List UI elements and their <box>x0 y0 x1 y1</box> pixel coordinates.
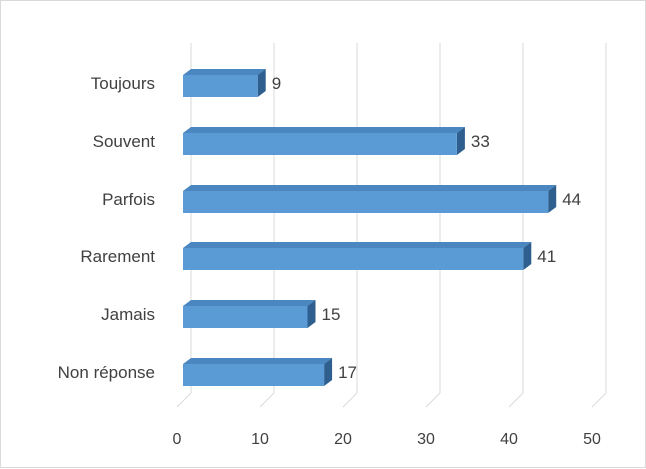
bar-side-4 <box>523 242 532 270</box>
x-tick-label: 30 <box>417 431 435 448</box>
category-label: Souvent <box>93 132 156 151</box>
gridlines <box>176 43 607 408</box>
floor-line-30 <box>425 392 441 408</box>
category-label: Toujours <box>91 74 155 93</box>
bar-4 <box>183 248 524 270</box>
labels: 0 10 20 30 40 50 Toujours 9 Souvent 33 Parfois 44 Ra… <box>58 74 601 448</box>
category-label: Parfois <box>102 190 155 209</box>
bar-side-1 <box>257 69 266 97</box>
category-label: Non réponse <box>58 363 155 382</box>
bar-top-5 <box>183 300 316 306</box>
floor-line-40 <box>508 392 524 408</box>
category-label: Jamais <box>101 305 155 324</box>
bar-5 <box>183 306 308 328</box>
data-label: 41 <box>537 247 556 266</box>
bar-side-5 <box>307 300 316 328</box>
x-tick-label: 0 <box>173 431 182 448</box>
bar-side-2 <box>456 127 465 155</box>
bar-top-4 <box>183 242 532 248</box>
data-label: 33 <box>471 132 490 151</box>
floor-line-20 <box>342 392 358 408</box>
data-label: 9 <box>272 74 281 93</box>
bar-top-1 <box>183 69 266 75</box>
x-tick-label: 20 <box>334 431 352 448</box>
data-label: 15 <box>322 305 341 324</box>
bar-side-3 <box>548 185 557 213</box>
data-label: 17 <box>338 363 357 382</box>
x-tick-label: 50 <box>583 431 601 448</box>
floor-line-50 <box>591 392 607 408</box>
data-label: 44 <box>562 190 581 209</box>
x-tick-label: 40 <box>500 431 518 448</box>
category-label: Rarement <box>80 247 155 266</box>
bar-side-6 <box>324 358 333 386</box>
bars <box>183 69 557 386</box>
bar-6 <box>183 364 325 386</box>
bar-top-3 <box>183 185 557 191</box>
bar-3 <box>183 191 549 213</box>
floor-line-0 <box>176 392 192 408</box>
floor-line-10 <box>259 392 275 408</box>
bar-2 <box>183 133 457 155</box>
x-tick-label: 10 <box>251 431 269 448</box>
bar-top-2 <box>183 127 465 133</box>
bar-top-6 <box>183 358 333 364</box>
bar-1 <box>183 75 258 97</box>
